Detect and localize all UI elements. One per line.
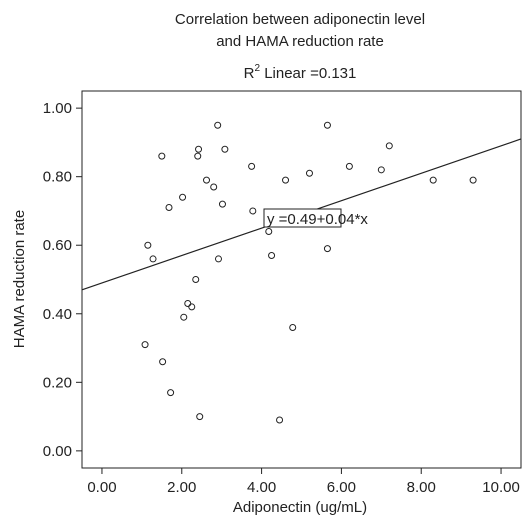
regression-equation-box <box>263 208 342 228</box>
data-point <box>282 176 290 184</box>
data-point <box>195 145 203 153</box>
data-point <box>323 245 331 253</box>
data-point <box>214 121 222 129</box>
x-tick-label: 10.00 <box>482 479 520 496</box>
plot-area <box>81 90 522 469</box>
data-point <box>159 358 167 366</box>
data-point <box>165 204 173 212</box>
data-point <box>214 255 222 263</box>
data-point <box>192 276 200 283</box>
axis-ticks: 0.00 0.20 0.40 0.60 0.80 1.00 0.00 2.00 4.00 6.00… <box>43 100 520 496</box>
data-point <box>167 389 175 397</box>
data-point <box>385 142 393 150</box>
data-point <box>469 176 477 184</box>
x-tick-label: 8.00 <box>407 479 436 496</box>
data-point <box>276 416 284 424</box>
data-point <box>221 145 229 153</box>
r-squared-text: Linear =0.131 <box>260 65 356 82</box>
y-tick-label: 0.20 <box>43 374 72 391</box>
data-point <box>305 169 313 177</box>
data-point <box>158 152 166 160</box>
data-point <box>203 176 211 184</box>
regression-equation-label: y =0.49+0.04*x <box>267 211 368 228</box>
data-point <box>323 121 331 129</box>
data-point <box>210 183 218 191</box>
y-axis-label: HAMA reduction rate <box>11 210 28 348</box>
regression-equation-group: y =0.49+0.04*x <box>263 208 368 228</box>
data-point <box>149 255 157 263</box>
chart-title-line2: and HAMA reduction rate <box>216 33 384 50</box>
r-squared-superscript: 2 <box>254 63 260 74</box>
data-point <box>194 152 202 160</box>
y-tick-label: 0.00 <box>43 443 72 460</box>
data-point <box>144 241 152 249</box>
y-tick-label: 0.60 <box>43 237 72 254</box>
x-tick-label: 4.00 <box>247 479 276 496</box>
x-tick-label: 0.00 <box>87 479 116 496</box>
data-point <box>184 299 192 307</box>
y-tick-label: 0.40 <box>43 306 72 323</box>
data-point <box>268 252 276 260</box>
data-point <box>249 207 257 215</box>
data-point <box>289 323 297 331</box>
r-squared-label: R2 Linear =0.131 <box>244 63 357 82</box>
data-point <box>248 162 256 170</box>
data-point <box>429 176 437 184</box>
y-tick-label: 0.80 <box>43 169 72 186</box>
x-axis-label: Adiponectin (ug/mL) <box>233 499 367 516</box>
x-tick-label: 2.00 <box>167 479 196 496</box>
data-point <box>196 413 204 421</box>
data-point <box>180 313 188 321</box>
data-point <box>377 166 385 174</box>
data-point <box>265 228 273 236</box>
data-point <box>188 303 196 311</box>
data-points <box>141 121 477 424</box>
y-tick-label: 1.00 <box>43 100 72 117</box>
data-point <box>179 193 187 201</box>
r-squared-prefix: R <box>244 65 255 82</box>
data-point <box>141 341 149 349</box>
x-tick-label: 6.00 <box>327 479 356 496</box>
chart-title: Correlation between adiponectin level <box>175 11 425 28</box>
data-point <box>345 162 353 170</box>
data-point <box>218 200 226 208</box>
